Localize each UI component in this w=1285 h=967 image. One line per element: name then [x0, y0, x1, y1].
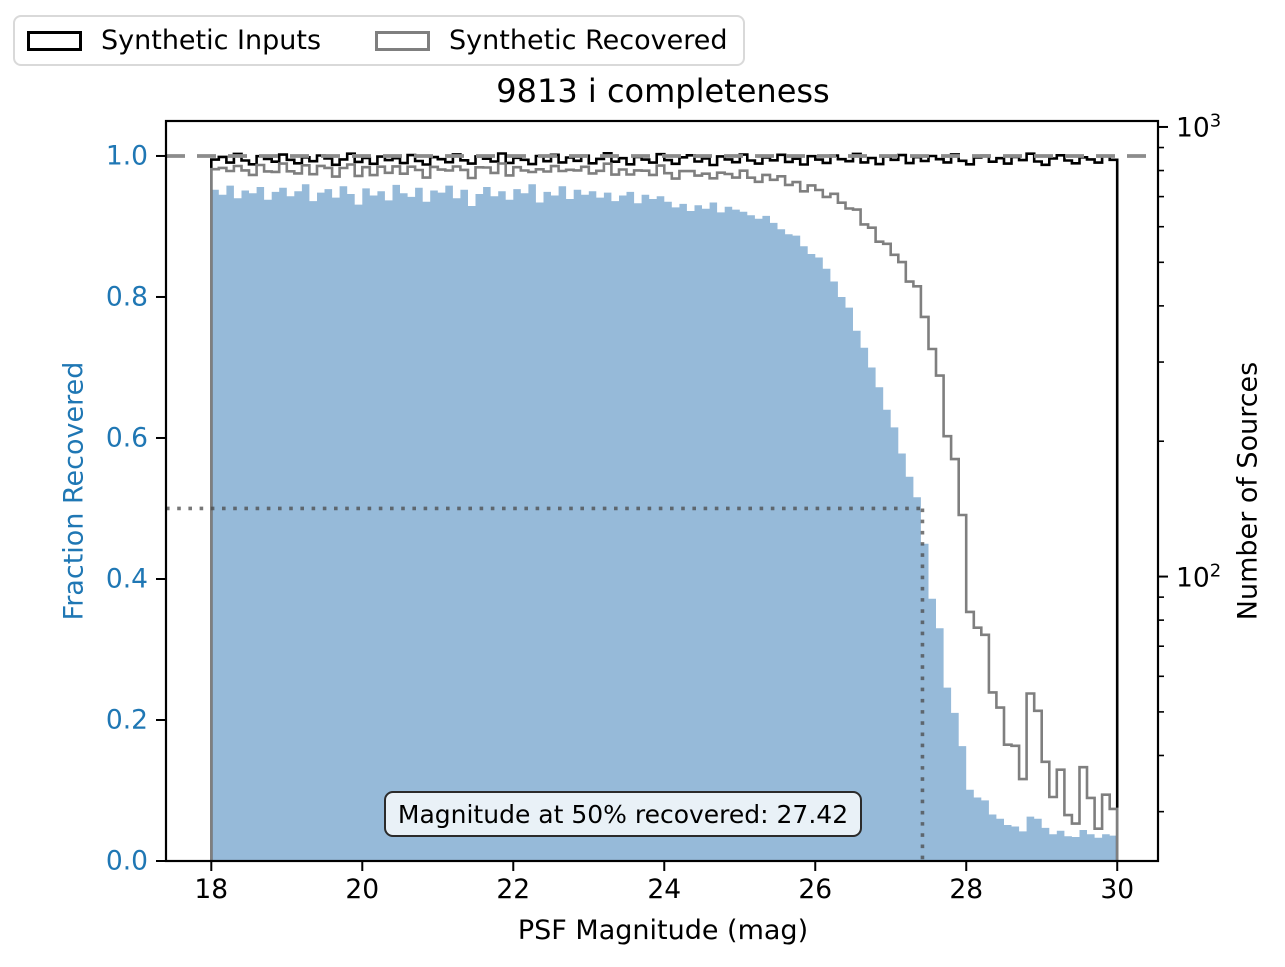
y1-tick-label: 0.6	[105, 422, 148, 454]
fraction-histogram-area	[211, 184, 1118, 861]
inputs-swatch-icon	[27, 30, 82, 51]
recovered-histogram-line	[210, 162, 1119, 861]
y2-tick-label: 103	[1176, 110, 1222, 144]
x-tick-label: 18	[194, 874, 229, 905]
legend-label-recovered: Synthetic Recovered	[449, 25, 728, 56]
y1-tick-label: 0.4	[105, 563, 148, 595]
y1-tick-label: 0.8	[105, 281, 148, 313]
x-tick-label: 28	[949, 874, 984, 905]
legend-item-inputs: Synthetic Inputs	[27, 25, 321, 56]
chart-title: 9813 i completeness	[496, 72, 830, 110]
x-tick-label: 24	[647, 874, 682, 905]
x-tick-label: 26	[798, 874, 833, 905]
annotation-box: Magnitude at 50% recovered: 27.42	[384, 791, 862, 837]
x-axis-label: PSF Magnitude (mag)	[517, 915, 809, 946]
y1-tick-label: 0.0	[105, 845, 148, 877]
x-tick-label: 20	[345, 874, 380, 905]
y-axis-label-right: Number of Sources	[1232, 361, 1264, 621]
legend-label-inputs: Synthetic Inputs	[101, 25, 322, 56]
plot-frame	[164, 119, 1160, 863]
x-tick-label: 30	[1100, 874, 1135, 905]
x-tick-label: 22	[496, 874, 531, 905]
annotation-text: Magnitude at 50% recovered: 27.42	[397, 799, 849, 829]
y-axis-label-left: Fraction Recovered	[58, 361, 90, 621]
y1-tick-label: 0.2	[105, 704, 148, 736]
y2-tick-label: 102	[1176, 560, 1222, 593]
y1-tick-label: 1.0	[105, 140, 148, 172]
legend-item-recovered: Synthetic Recovered	[375, 25, 727, 56]
legend: Synthetic Inputs Synthetic Recovered	[13, 15, 746, 66]
recovered-swatch-icon	[375, 30, 431, 51]
